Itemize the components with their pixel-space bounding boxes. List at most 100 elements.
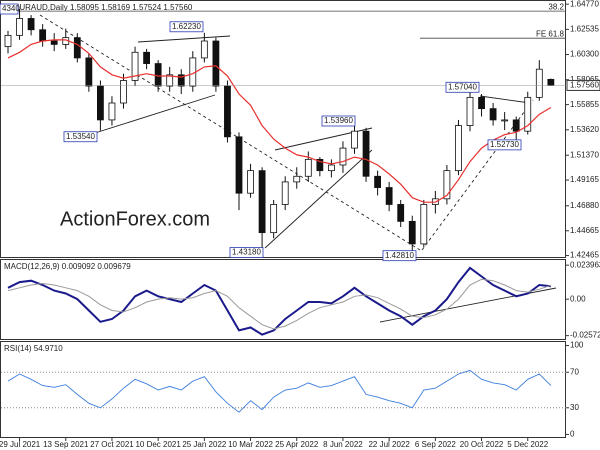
candle-body [120,80,127,104]
candle-body [420,204,428,245]
fib-label: FE 61.8 [536,29,565,38]
candle-body [200,40,208,59]
y-tick-label: 1.60300 [570,50,599,59]
last-price-label: 1.57560 [570,81,599,90]
line-series [7,278,552,330]
candle-body [374,175,382,188]
candle-body [524,96,532,132]
candle-body [362,130,370,177]
candle-body [4,34,12,48]
candle-body [108,102,116,121]
annotation-label: 1.57040 [448,82,477,91]
rsi-panel [0,341,566,438]
line-series [7,39,552,203]
macd-panel [0,259,566,340]
macd-label: MACD(12,26,9) 0.009092 0.009679 [4,262,131,271]
candle-body [97,85,104,121]
annotation-box [321,115,356,127]
y-tick-label: 1.53620 [570,125,599,134]
trend-line [264,149,373,249]
watermark: ActionForex.com [60,208,210,230]
annotation-label: 1.53540 [66,132,95,141]
candle-body [547,78,555,86]
candle-body [27,18,35,31]
candle-body [235,136,243,194]
annotation-box [487,139,522,151]
candle-body [489,108,497,121]
annotation-label: 4340 [2,4,20,13]
candle-body [512,119,520,132]
candle-body [443,170,451,200]
y-tick-label: 1.42465 [570,251,599,260]
candle-body [535,68,543,98]
x-tick-label: 6 Sep 2022 [415,440,456,449]
y-tick-label: 70 [570,367,579,376]
y-tick-label: 1.58065 [570,75,599,84]
candle-body [478,96,485,110]
candle-body [397,204,405,222]
y-tick-label: 1.55855 [570,100,599,109]
candle-body [281,181,289,205]
annotation-label: 1.52730 [490,140,519,149]
trend-line [137,35,231,43]
candle-body [131,51,139,81]
last-price-box [566,79,600,91]
candle-body [385,187,393,205]
y-tick-label: 1.46880 [570,201,599,210]
candle-body [177,74,185,87]
y-tick-label: -0.025726 [570,331,600,340]
x-tick-label: 10 Mar 2022 [228,440,273,449]
chart-title: EURAUD,Daily 1.58095 1.58169 1.57524 1.5… [14,3,193,12]
candle-body [39,29,47,42]
x-tick-label: 10 Dec 2021 [135,440,181,449]
candle-body [408,220,416,245]
x-tick-label: 27 Oct 2021 [90,440,134,449]
line-series [7,266,552,336]
y-tick-label: 1.44665 [570,226,599,235]
candle-body [50,40,58,45]
annotation-box [169,21,204,33]
x-tick-label: 5 Dec 2022 [507,440,548,449]
line-series [7,369,552,413]
candle-body [339,147,347,166]
candle-body [166,74,174,87]
candle-body [501,119,509,122]
trend-line [479,95,531,104]
x-tick-label: 22 Jul 2022 [368,440,410,449]
y-tick-label: 1.49165 [570,175,599,184]
x-tick-label: 25 Jan 2022 [182,440,227,449]
candle-body [247,170,254,194]
candle-body [212,40,220,87]
candle-body [16,18,23,36]
candle-body [224,85,231,138]
candle-body [270,204,278,234]
price-panel [0,0,566,258]
annotation-label: 1.43180 [232,248,261,257]
trend-line [94,94,216,134]
y-tick-label: 30 [570,403,579,412]
fib-label: 38.2 [548,2,564,11]
candle-body [143,51,151,64]
annotation-label: 1.42810 [385,251,414,260]
candle-body [85,57,93,87]
candle-body [293,175,301,183]
y-tick-label: 1.51370 [570,150,599,159]
candle-body [304,158,312,177]
candle-body [154,63,162,87]
x-tick-label: 20 Oct 2022 [460,440,504,449]
y-tick-label: 100 [570,341,584,350]
y-tick-label: 0 [570,430,575,439]
candle-body [455,125,462,172]
annotation-box [229,247,264,258]
candle-body [316,158,324,172]
x-tick-label: 25 Apr 2022 [275,440,319,449]
candle-body [73,37,81,59]
y-tick-label: 0.00 [570,294,586,303]
annotation-label: 1.62230 [172,22,201,31]
annotation-box [382,250,417,262]
annotation-label: 1.53960 [324,116,353,125]
y-tick-label: 1.64770 [570,0,599,8]
candle-body [466,96,474,126]
